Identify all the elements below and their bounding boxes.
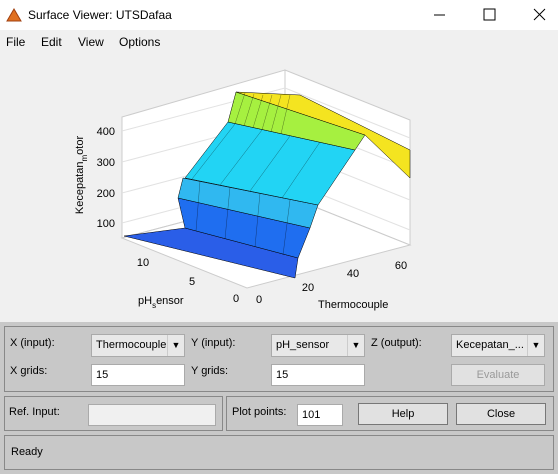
- status-panel: Ready: [4, 435, 554, 470]
- menu-item[interactable]: Options: [119, 35, 161, 49]
- plot-points-panel: Plot points: 101 Help Close: [226, 396, 554, 431]
- x-tick-label: 40: [347, 268, 359, 280]
- dropdown[interactable]: Thermocouple ▼: [91, 334, 185, 357]
- text-input[interactable]: [88, 404, 216, 426]
- y-tick-label: 0: [233, 293, 239, 305]
- window-title: Surface Viewer: UTSDafaa: [28, 8, 172, 22]
- x-tick-label: 20: [302, 282, 314, 294]
- label: Plot points:: [232, 406, 287, 418]
- surface-mesh: [191, 92, 321, 256]
- dropdown[interactable]: Kecepatan_... ▼: [451, 334, 545, 357]
- z-tick-label: 300: [97, 157, 115, 169]
- z-tick-label: 100: [97, 218, 115, 230]
- menu-item[interactable]: Edit: [41, 35, 62, 49]
- z-axis-label: Kecepatanmotor: [74, 136, 89, 215]
- label: Y grids:: [191, 365, 229, 377]
- y-axis-label: pHsensor: [138, 295, 184, 310]
- label: X grids:: [10, 365, 48, 377]
- dropdown[interactable]: pH_sensor ▼: [271, 334, 365, 357]
- y-tick-label: 10: [137, 257, 149, 269]
- label: Z (output):: [371, 337, 422, 349]
- text-input[interactable]: 15: [91, 364, 185, 386]
- status-text: Ready: [11, 446, 43, 458]
- menu-item[interactable]: View: [78, 35, 104, 49]
- label: Ref. Input:: [9, 406, 60, 418]
- ref-panel: Ref. Input:: [4, 396, 223, 431]
- label: X (input):: [10, 337, 55, 349]
- menu-item[interactable]: File: [6, 35, 26, 49]
- surface-plot: 100 200 300 400 Kecepatanmotor 10 5 0 pH…: [74, 69, 412, 311]
- app-icon: [6, 8, 22, 22]
- text-input[interactable]: 101: [297, 404, 343, 426]
- help-button[interactable]: Help: [358, 403, 448, 425]
- x-tick-label: 60: [395, 260, 407, 272]
- text-input[interactable]: 15: [271, 364, 365, 386]
- x-tick-label: 0: [256, 294, 262, 306]
- evaluate-button[interactable]: Evaluate: [451, 364, 545, 386]
- z-tick-label: 400: [97, 126, 115, 138]
- input-panel: X (input): Thermocouple ▼ Y (input): pH_s…: [4, 326, 554, 392]
- x-axis-label: Thermocouple: [318, 299, 388, 311]
- window-controls[interactable]: [430, 0, 558, 30]
- title-bar: Surface Viewer: UTSDafaa: [0, 0, 558, 30]
- close-button[interactable]: Close: [456, 403, 546, 425]
- z-tick-label: 200: [97, 188, 115, 200]
- label: Y (input):: [191, 337, 236, 349]
- y-tick-label: 5: [189, 276, 195, 288]
